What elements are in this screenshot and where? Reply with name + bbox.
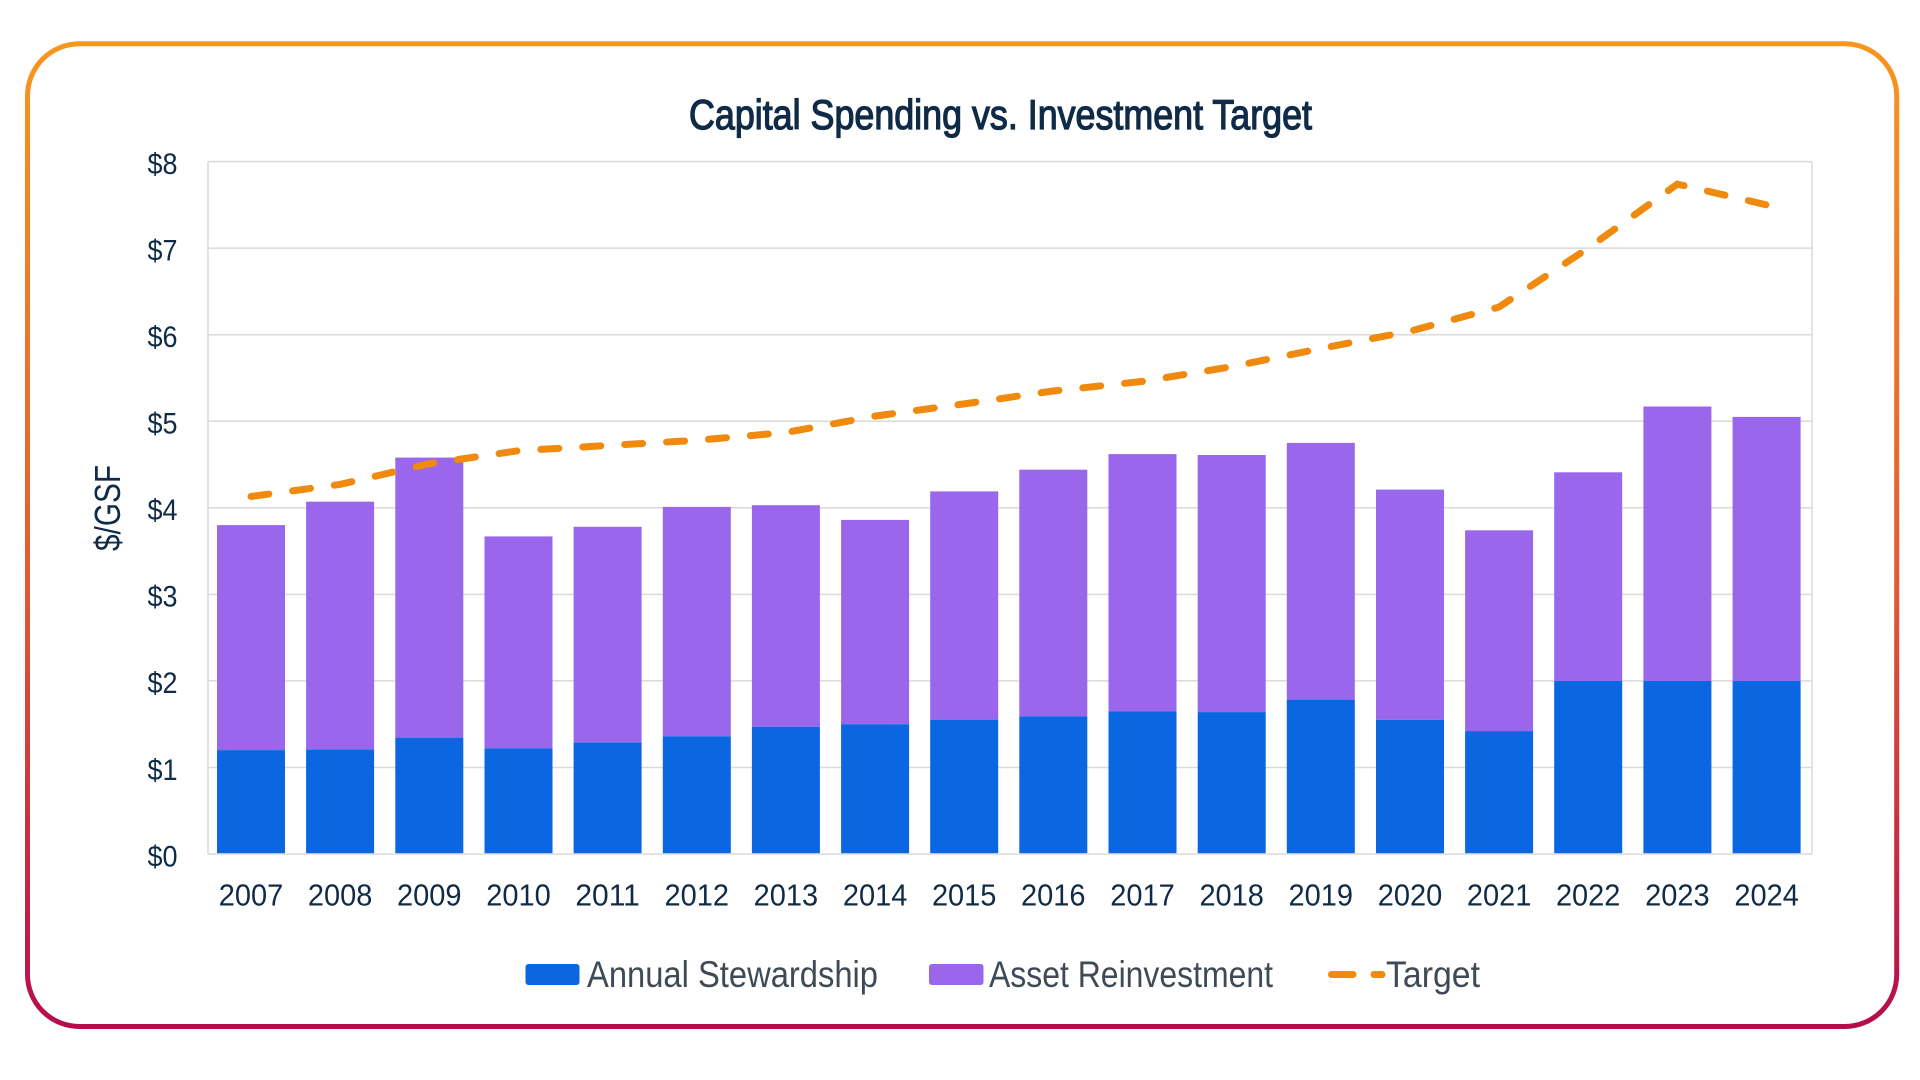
svg-text:$1: $1 bbox=[148, 754, 178, 787]
svg-text:2023: 2023 bbox=[1645, 878, 1710, 913]
svg-text:2022: 2022 bbox=[1556, 878, 1621, 913]
svg-text:Capital Spending vs. Investmen: Capital Spending vs. Investment Target bbox=[689, 91, 1312, 138]
svg-text:2011: 2011 bbox=[575, 878, 640, 913]
svg-text:2020: 2020 bbox=[1378, 878, 1443, 913]
svg-text:$5: $5 bbox=[148, 408, 178, 441]
svg-text:2010: 2010 bbox=[486, 878, 551, 913]
svg-text:$/GSF: $/GSF bbox=[87, 465, 128, 551]
svg-text:2018: 2018 bbox=[1199, 878, 1264, 913]
svg-text:2013: 2013 bbox=[754, 878, 819, 913]
svg-text:$2: $2 bbox=[148, 667, 178, 700]
svg-text:$0: $0 bbox=[148, 840, 178, 873]
svg-text:$6: $6 bbox=[148, 321, 178, 354]
svg-text:2008: 2008 bbox=[308, 878, 373, 913]
svg-text:2009: 2009 bbox=[397, 878, 462, 913]
svg-text:2007: 2007 bbox=[219, 878, 284, 913]
svg-text:2016: 2016 bbox=[1021, 878, 1086, 913]
svg-text:$3: $3 bbox=[148, 581, 178, 614]
svg-text:2021: 2021 bbox=[1467, 878, 1532, 913]
svg-text:2012: 2012 bbox=[665, 878, 730, 913]
svg-text:Annual Stewardship: Annual Stewardship bbox=[587, 954, 878, 995]
svg-text:$7: $7 bbox=[148, 234, 178, 267]
svg-text:Asset Reinvestment: Asset Reinvestment bbox=[989, 954, 1274, 995]
svg-text:$4: $4 bbox=[148, 494, 178, 527]
svg-text:2019: 2019 bbox=[1289, 878, 1354, 913]
svg-text:2017: 2017 bbox=[1110, 878, 1175, 913]
svg-text:2014: 2014 bbox=[843, 878, 908, 913]
svg-text:Target: Target bbox=[1386, 954, 1481, 995]
svg-text:2024: 2024 bbox=[1734, 878, 1799, 913]
svg-text:2015: 2015 bbox=[932, 878, 997, 913]
svg-text:$8: $8 bbox=[148, 148, 178, 181]
